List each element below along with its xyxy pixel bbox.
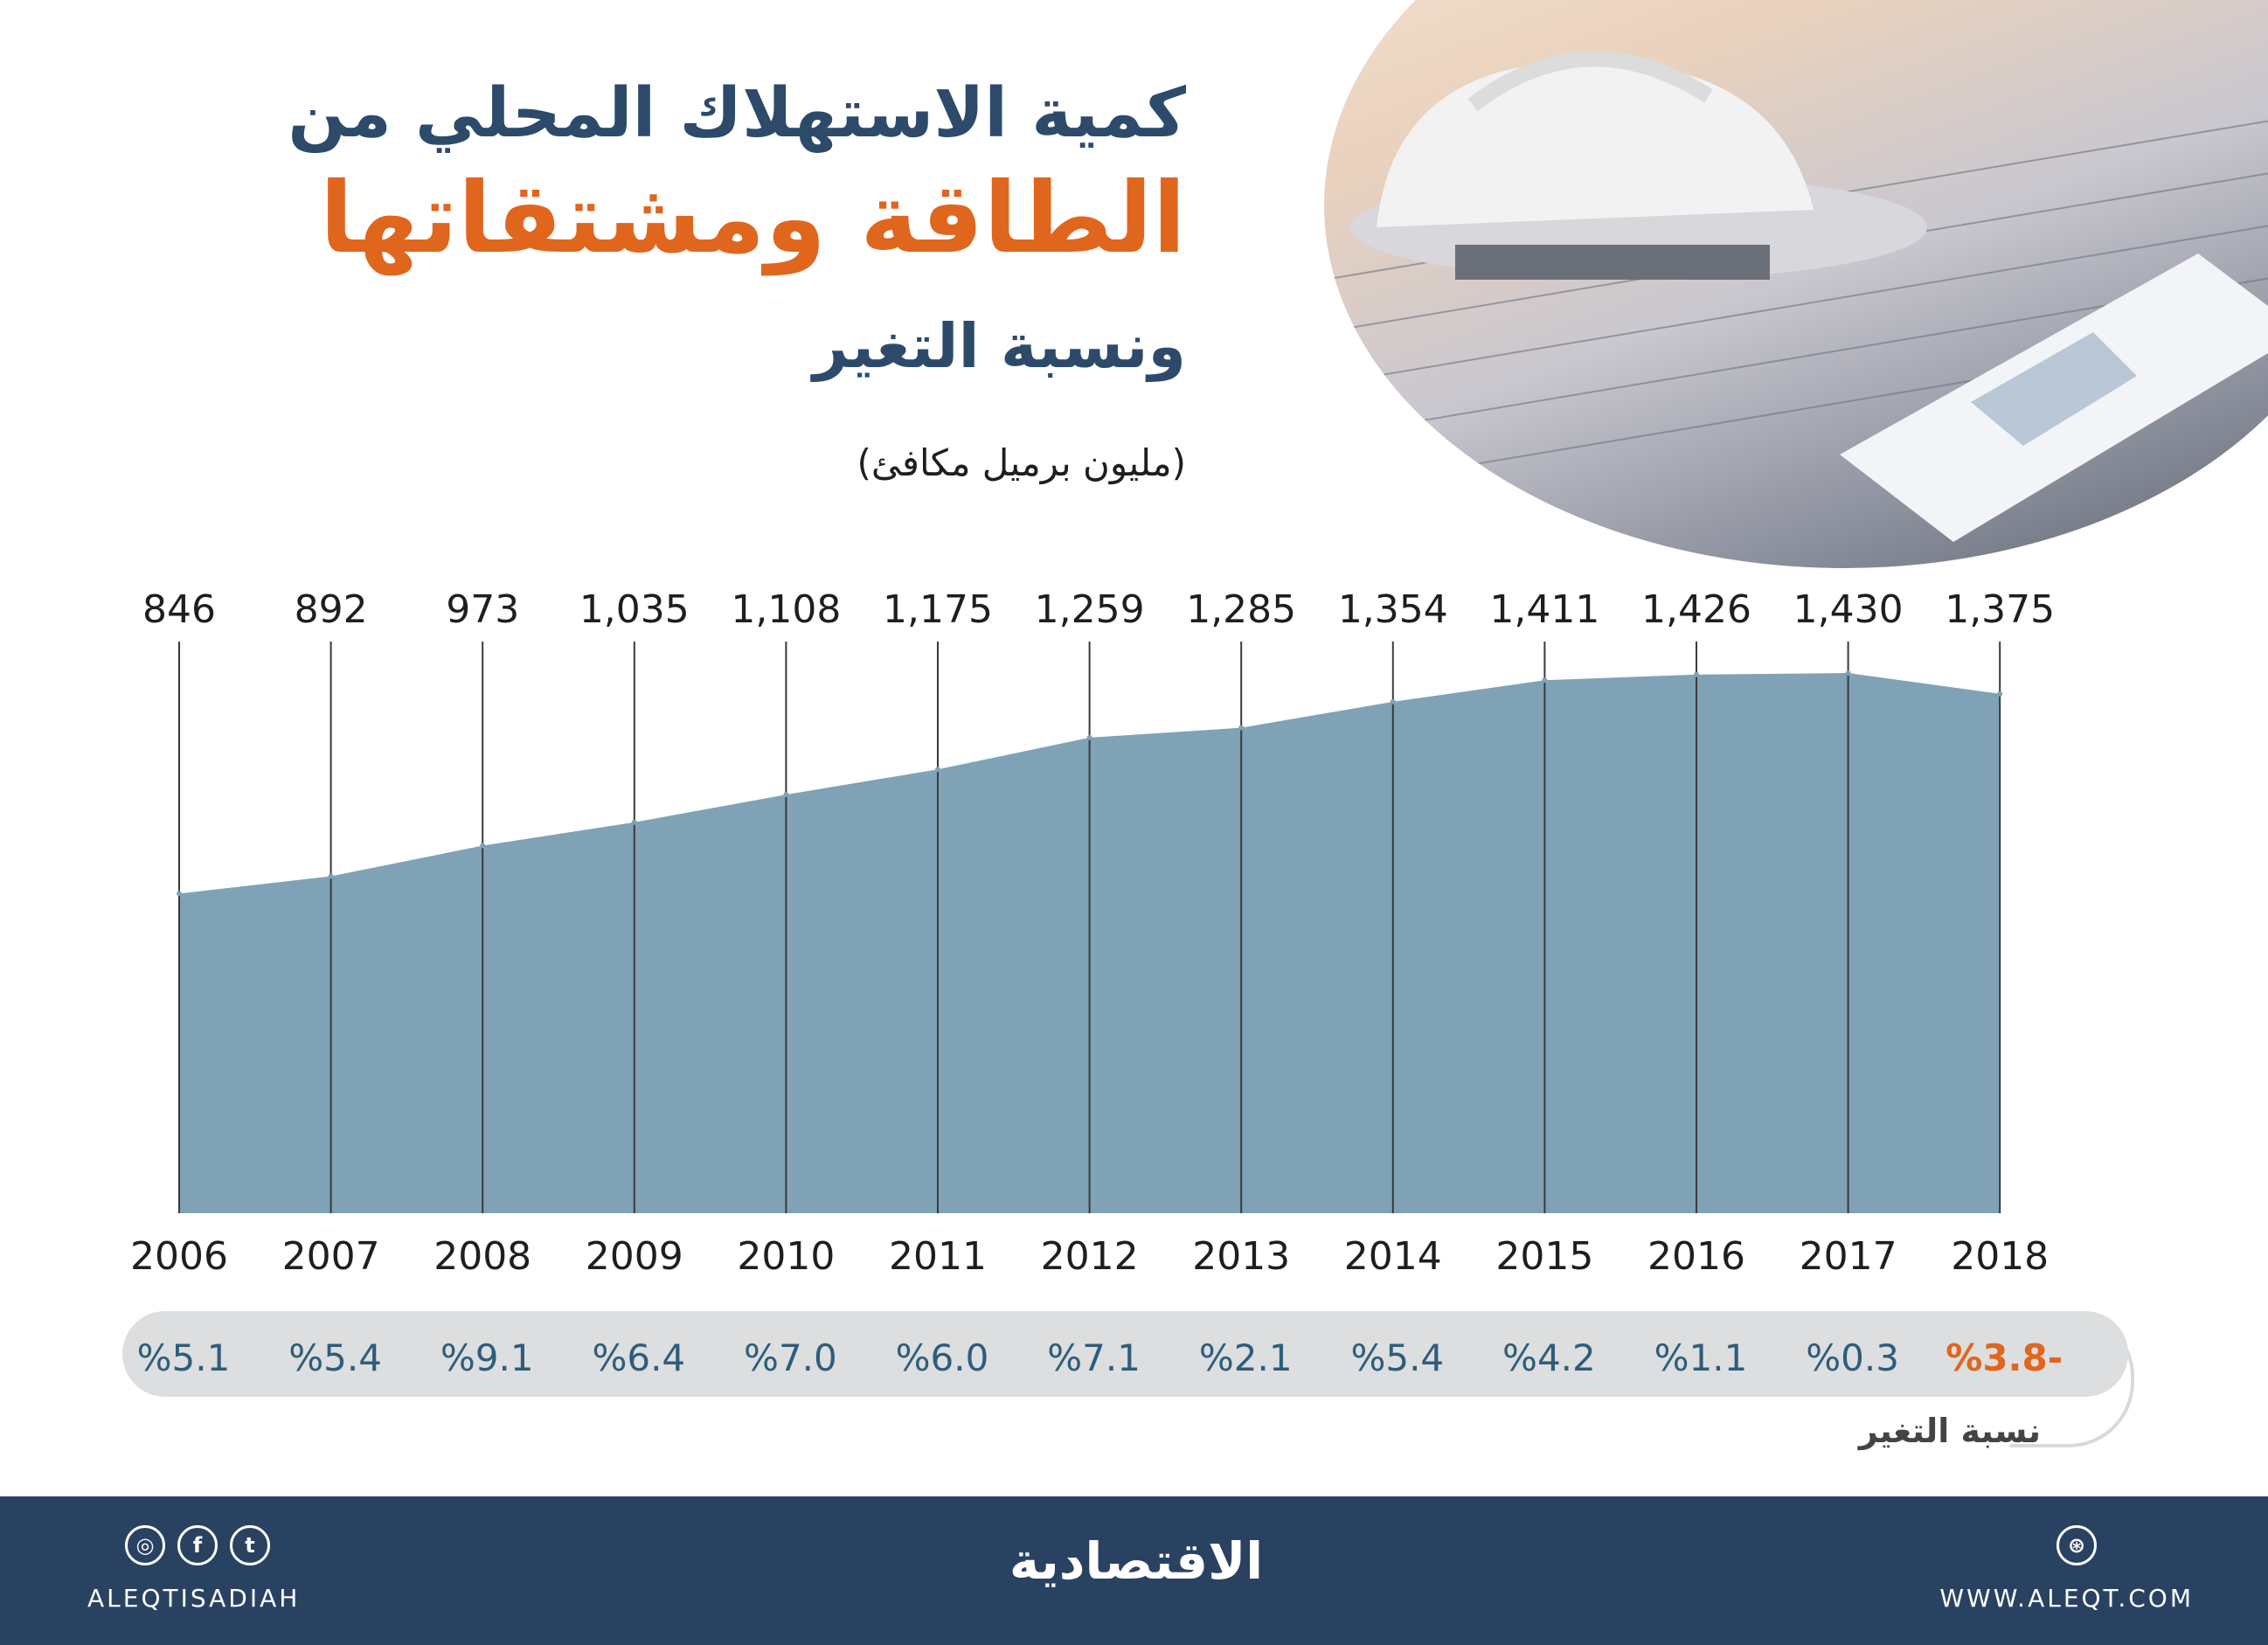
data-label: 1,354 [1338, 587, 1448, 632]
twitter-icon[interactable]: t [230, 1525, 270, 1565]
data-point [1845, 670, 1851, 676]
title-line-1: كمية الاستهلاك المحلي من [288, 74, 1186, 153]
instagram-icon[interactable]: ◎ [125, 1525, 165, 1565]
x-tick-label: 2016 [1647, 1234, 1745, 1279]
x-tick-label: 2008 [433, 1234, 531, 1279]
change-label: %4.2 [1502, 1336, 1596, 1379]
unit-label: (مليون برميل مكافئ) [857, 441, 1186, 484]
change-row: %5.1 %5.4 %9.1 %6.4 %7.0 %6.0 %7.1 %2.1 %5.4 %4.2… [137, 1336, 2063, 1379]
area-chart: 846 2006 892 2007 973 2008 1,035 2009 1,108 2010 1… [130, 587, 2055, 1279]
facebook-icon[interactable]: f [177, 1525, 218, 1565]
x-tick-label: 2018 [1951, 1234, 2049, 1279]
dribbble-icon[interactable]: ⊛ [2056, 1525, 2097, 1565]
data-label: 1,175 [883, 587, 993, 632]
data-label: 1,259 [1035, 587, 1145, 632]
data-label: 1,375 [1945, 587, 2055, 632]
change-label: %2.1 [1199, 1336, 1293, 1379]
data-point [1542, 677, 1548, 684]
footer-logo: الاقتصادية [1009, 1531, 1264, 1591]
data-point [177, 891, 182, 897]
data-label: 973 [446, 587, 519, 632]
data-point [783, 792, 789, 798]
title-line-2: الطاقة ومشتقاتها [319, 162, 1186, 275]
data-label: 892 [295, 587, 368, 632]
change-label: %9.1 [440, 1336, 534, 1379]
footer-handle[interactable]: ALEQTISADIAH [87, 1584, 301, 1613]
change-label: %7.0 [744, 1336, 837, 1379]
x-tick-label: 2006 [130, 1234, 228, 1279]
change-label: %0.3 [1806, 1336, 1899, 1379]
x-tick-label: 2014 [1344, 1234, 1442, 1279]
data-point [480, 843, 486, 849]
change-label: %5.1 [137, 1336, 231, 1379]
change-label: %7.1 [1047, 1336, 1141, 1379]
footer-url[interactable]: WWW.ALEQT.COM [1939, 1584, 2194, 1613]
data-label: 1,285 [1186, 587, 1296, 632]
data-point [631, 819, 637, 825]
data-point [935, 767, 940, 773]
data-point [1390, 698, 1396, 705]
change-label: %5.4 [1350, 1336, 1444, 1379]
x-tick-label: 2009 [586, 1234, 683, 1279]
change-caption: نسبة التغير [1858, 1412, 2041, 1450]
data-point [1694, 671, 1699, 677]
change-label: %1.1 [1654, 1336, 1748, 1379]
change-label: %5.4 [288, 1336, 382, 1379]
data-point [1997, 691, 2003, 697]
data-point [1086, 734, 1092, 740]
hero-photo [1324, 0, 2268, 568]
data-label: 1,035 [579, 587, 690, 632]
x-tick-label: 2015 [1495, 1234, 1593, 1279]
data-point [1238, 725, 1245, 731]
change-band [122, 1311, 2128, 1397]
data-label: 1,411 [1489, 587, 1599, 632]
x-tick-label: 2017 [1800, 1234, 1897, 1279]
x-tick-label: 2010 [737, 1234, 835, 1279]
change-label: %3.8- [1945, 1336, 2063, 1379]
x-tick-label: 2012 [1041, 1234, 1139, 1279]
title-line-3: ونسبة التغير [813, 310, 1186, 382]
data-label: 1,430 [1793, 587, 1904, 632]
x-tick-label: 2007 [282, 1234, 380, 1279]
data-point [328, 873, 334, 879]
data-label: 1,108 [731, 587, 841, 632]
data-label: 1,426 [1641, 587, 1751, 632]
x-tick-label: 2011 [889, 1234, 987, 1279]
change-label: %6.0 [896, 1336, 989, 1379]
change-label: %6.4 [592, 1336, 685, 1379]
x-tick-label: 2013 [1192, 1234, 1290, 1279]
footer [0, 1496, 2268, 1645]
data-label: 846 [142, 587, 216, 632]
